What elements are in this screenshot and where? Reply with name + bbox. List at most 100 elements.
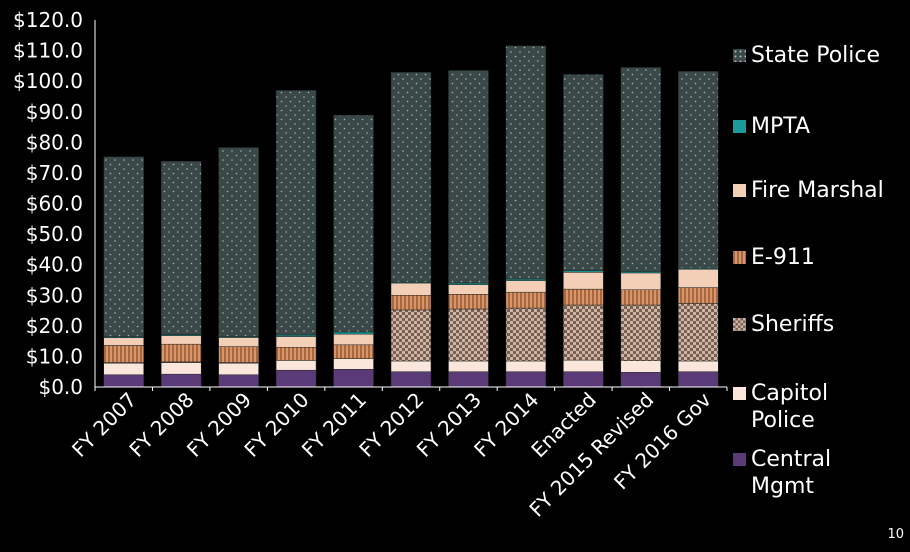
bar-segment-e-911: [505, 291, 547, 309]
legend-swatch-sheriffs: [733, 318, 746, 331]
bar-segment-central-mgmt: [218, 374, 259, 388]
bar-segment-capitol-police: [160, 362, 202, 375]
bar-segment-sheriffs: [563, 304, 604, 361]
legend: State Police MPTA Fire Marshal E-911 She…: [733, 0, 910, 552]
legend-item-sheriffs: Sheriffs: [733, 311, 834, 338]
bar-segment-e-911: [678, 287, 719, 304]
bar-segment-fire-marshal: [218, 337, 259, 347]
legend-swatch-e-911: [733, 251, 746, 264]
bar-segment-central-mgmt: [333, 369, 374, 388]
bar-segment-central-mgmt: [620, 372, 662, 388]
legend-swatch-capitol-police: [733, 387, 746, 400]
bar-segment-state-police: [333, 114, 374, 333]
y-tick-label: $90.0: [26, 100, 83, 124]
legend-swatch-central-mgmt: [733, 453, 746, 466]
bar-segment-sheriffs: [678, 303, 719, 362]
y-tick-label: $100.0: [13, 69, 83, 93]
bar-segment-capitol-police: [333, 358, 374, 370]
bar-segment-e-911: [275, 346, 317, 361]
legend-label-state-police: State Police: [751, 43, 881, 68]
bar-segment-state-police: [103, 156, 144, 338]
bar-segment-state-police: [275, 90, 317, 336]
bar-segment-capitol-police: [620, 360, 662, 373]
page-number: 10: [887, 527, 904, 542]
bar-segment-capitol-police: [448, 360, 489, 372]
y-tick-label: $40.0: [26, 253, 83, 277]
bar-segment-fire-marshal: [275, 336, 317, 348]
legend-swatch-mpta: [733, 120, 746, 133]
bar-segment-sheriffs: [620, 304, 662, 361]
bar-segment-central-mgmt: [505, 371, 547, 388]
bar-segment-central-mgmt: [390, 371, 432, 388]
bar-segment-fire-marshal: [620, 272, 662, 290]
stacked-bar-chart: $0.0 $10.0 $20.0 $30.0 $40.0 $50.0 $60.0 $70.0 $…: [13, 8, 728, 522]
bars: [103, 45, 719, 388]
y-tick-label: $30.0: [26, 283, 83, 307]
bar-segment-state-police: [160, 161, 202, 335]
y-tick-label: $20.0: [26, 314, 83, 338]
bar-segment-mpta: [333, 331, 374, 335]
bar-segment-capitol-police: [103, 362, 144, 376]
bar-segment-state-police: [563, 74, 604, 272]
legend-label-fire-marshal: Fire Marshal: [751, 178, 884, 203]
bar-segment-state-police: [505, 45, 547, 280]
y-tick-label: $70.0: [26, 161, 83, 185]
bar-segment-fire-marshal: [333, 333, 374, 346]
legend-item-capitol-police: Capitol Police: [733, 380, 853, 434]
legend-item-central-mgmt: Central Mgmt: [733, 446, 853, 500]
bar-segment-e-911: [620, 289, 662, 306]
bar-segment-fire-marshal: [160, 335, 202, 345]
bar-segment-state-police: [390, 72, 432, 283]
bar-segment-capitol-police: [390, 360, 432, 372]
legend-label-e-911: E-911: [751, 245, 815, 270]
bar-segment-e-911: [563, 288, 604, 306]
bar-segment-central-mgmt: [563, 371, 604, 388]
y-tick-label: $120.0: [13, 8, 83, 32]
bar-segment-sheriffs: [448, 308, 489, 362]
y-tick-label: $60.0: [26, 192, 83, 216]
legend-swatch-fire-marshal: [733, 184, 746, 197]
legend-item-e-911: E-911: [733, 244, 815, 271]
bar-segment-fire-marshal: [505, 280, 547, 293]
legend-item-state-police: State Police: [733, 42, 880, 69]
legend-item-fire-marshal: Fire Marshal: [733, 177, 884, 204]
bar-segment-state-police: [448, 70, 489, 284]
bar-segment-central-mgmt: [678, 371, 719, 388]
bar-segment-fire-marshal: [390, 282, 432, 296]
bar-segment-e-911: [448, 294, 489, 310]
bar-segment-sheriffs: [505, 307, 547, 362]
bar-segment-e-911: [160, 343, 202, 363]
bar-segment-central-mgmt: [103, 374, 144, 388]
bar-segment-capitol-police: [218, 362, 259, 376]
legend-label-sheriffs: Sheriffs: [751, 312, 835, 337]
y-axis: $0.0 $10.0 $20.0 $30.0 $40.0 $50.0 $60.0 $70.0 $…: [13, 8, 96, 399]
y-tick-label: $50.0: [26, 222, 83, 246]
bar-segment-central-mgmt: [275, 369, 317, 388]
y-tick-label: $80.0: [26, 130, 83, 154]
bar-segment-central-mgmt: [448, 371, 489, 388]
bar-segment-central-mgmt: [160, 373, 202, 388]
bar-segment-capitol-police: [678, 360, 719, 372]
y-tick-label: $10.0: [26, 344, 83, 368]
legend-label-mpta: MPTA: [751, 114, 811, 139]
bar-segment-capitol-police: [563, 359, 604, 372]
bar-segment-sheriffs: [390, 309, 432, 362]
legend-label-central-mgmt: Central Mgmt: [751, 447, 832, 499]
bar-segment-state-police: [620, 67, 662, 272]
bar-segment-e-911: [103, 345, 144, 363]
bar-segment-capitol-police: [505, 360, 547, 372]
bar-segment-state-police: [678, 71, 719, 269]
bar-segment-fire-marshal: [103, 337, 144, 346]
bar-segment-fire-marshal: [678, 269, 719, 288]
bar-segment-e-911: [390, 295, 432, 311]
bar-segment-fire-marshal: [448, 284, 489, 295]
bar-segment-e-911: [218, 346, 259, 363]
y-tick-label: $110.0: [13, 39, 83, 63]
legend-label-capitol-police: Capitol Police: [751, 381, 829, 433]
bar-segment-e-911: [333, 344, 374, 359]
bar-segment-capitol-police: [275, 360, 317, 371]
legend-item-mpta: MPTA: [733, 113, 810, 140]
y-tick-label: $0.0: [38, 375, 83, 399]
bar-segment-state-police: [218, 147, 259, 337]
